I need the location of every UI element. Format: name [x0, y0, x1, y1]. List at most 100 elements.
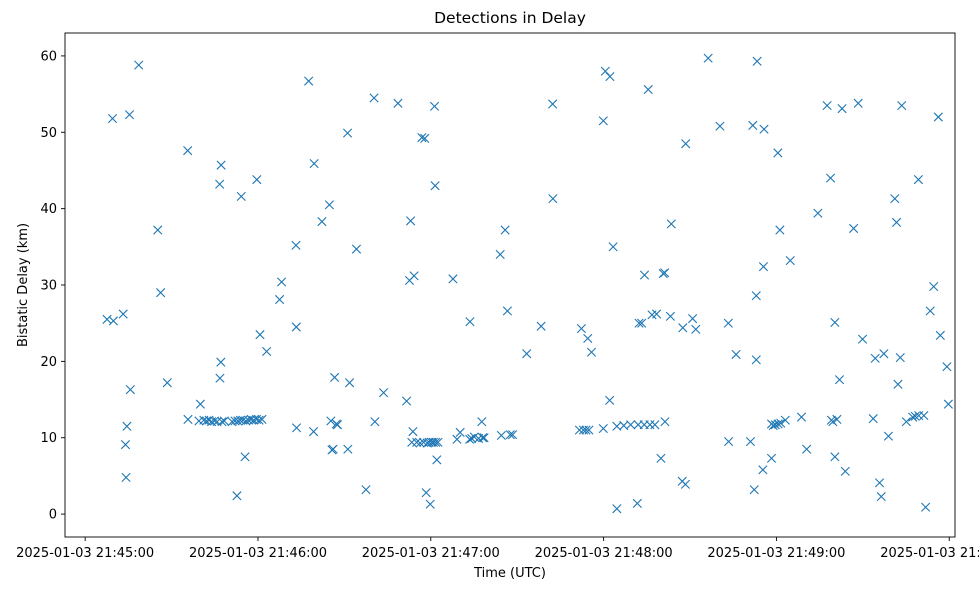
data-point: [183, 414, 193, 424]
data-point: [195, 399, 205, 409]
data-point: [467, 433, 477, 444]
y-tick-label: 0: [49, 508, 57, 523]
data-point: [773, 419, 783, 429]
data-point: [156, 288, 166, 298]
data-point: [688, 314, 698, 324]
data-point: [650, 420, 660, 430]
x-axis-ticks: 2025-01-03 21:45:00 2025-01-03 21:46:00 20…: [16, 537, 979, 561]
data-point: [748, 120, 758, 130]
data-point: [751, 291, 761, 301]
data-point: [291, 322, 301, 332]
data-point: [274, 294, 285, 305]
data-point: [770, 420, 780, 430]
data-point: [216, 357, 226, 367]
y-tick-label: 60: [40, 49, 57, 64]
data-point: [215, 179, 225, 189]
data-point: [796, 412, 807, 422]
data-point: [853, 98, 863, 108]
data-point: [598, 116, 608, 126]
data-point: [895, 352, 905, 363]
data-point: [217, 417, 227, 427]
data-point: [834, 375, 845, 385]
data-point: [605, 71, 615, 82]
data-point: [317, 217, 327, 227]
data-point: [209, 416, 220, 426]
data-point: [605, 395, 615, 405]
data-point: [465, 434, 475, 444]
plot-frame: [64, 32, 956, 538]
data-point: [933, 112, 943, 122]
data-point: [919, 410, 929, 421]
data-point: [678, 323, 688, 333]
data-point: [216, 160, 226, 170]
data-point: [942, 362, 952, 372]
data-point: [749, 485, 759, 495]
data-point: [502, 306, 512, 316]
data-point: [308, 427, 319, 437]
chart-title: Detections in Delay: [434, 9, 586, 27]
data-point: [477, 417, 487, 427]
data-point: [255, 330, 265, 340]
data-point: [415, 438, 425, 448]
data-point: [332, 420, 343, 430]
data-point: [897, 100, 907, 111]
data-point: [408, 427, 418, 437]
y-tick-label: 50: [40, 126, 57, 141]
data-point: [910, 411, 920, 421]
data-point: [304, 76, 314, 86]
data-point: [929, 281, 939, 292]
data-point: [548, 194, 558, 204]
data-point: [656, 453, 666, 463]
x-tick-label: 2025-01-03 21:50:00: [880, 546, 979, 561]
data-point: [432, 455, 442, 465]
data-point: [134, 60, 144, 70]
data-point: [508, 430, 518, 440]
data-point: [703, 53, 713, 63]
data-point: [758, 262, 769, 272]
data-point: [369, 93, 379, 103]
data-point: [723, 318, 733, 328]
data-point: [583, 333, 593, 344]
data-point: [759, 124, 769, 134]
data-point: [626, 420, 636, 430]
x-tick-label: 2025-01-03 21:49:00: [707, 546, 845, 561]
data-point: [584, 425, 594, 435]
x-tick-label: 2025-01-03 21:46:00: [189, 546, 327, 561]
data-point: [102, 314, 112, 324]
data-point: [768, 420, 778, 431]
data-point: [665, 311, 676, 321]
data-point: [660, 417, 670, 427]
data-point: [455, 427, 465, 437]
data-point: [822, 100, 832, 111]
data-point: [925, 306, 935, 316]
data-point: [634, 318, 644, 328]
data-point: [277, 277, 287, 287]
data-point: [773, 148, 783, 158]
data-point: [291, 423, 302, 433]
data-point: [680, 479, 690, 489]
data-point: [830, 452, 840, 462]
data-point: [581, 425, 591, 435]
data-point: [378, 388, 389, 398]
data-point: [342, 128, 353, 138]
data-point: [344, 378, 355, 388]
data-point: [108, 316, 118, 326]
y-axis-ticks: 0 10 20 30 40 50 60: [40, 49, 65, 523]
data-point: [241, 416, 251, 426]
data-point: [162, 378, 172, 388]
data-point: [431, 437, 441, 447]
data-point: [330, 372, 340, 382]
data-point: [598, 423, 608, 434]
data-point: [731, 349, 741, 360]
x-tick-label: 2025-01-03 21:45:00: [16, 546, 154, 561]
data-point: [328, 444, 338, 454]
data-point: [825, 173, 836, 183]
data-point: [876, 491, 886, 502]
data-point: [637, 318, 647, 328]
data-point: [262, 346, 272, 357]
data-point: [681, 139, 691, 149]
data-point: [608, 242, 618, 252]
data-point: [118, 309, 128, 319]
data-point: [326, 416, 336, 426]
